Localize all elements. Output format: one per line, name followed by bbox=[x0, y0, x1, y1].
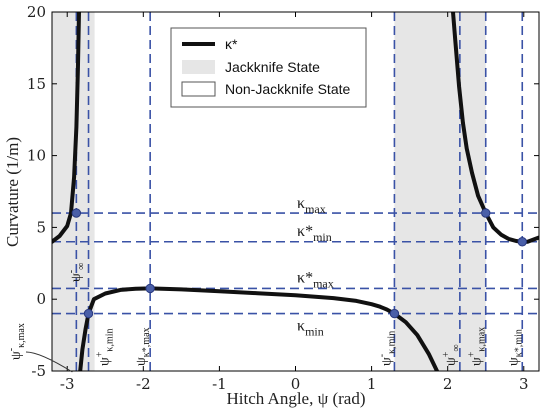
label-psi-kappa-star-max: ψκ*,max bbox=[134, 327, 152, 366]
label-psi-minus-kappa-min: ψ-κ,min bbox=[376, 331, 397, 366]
label-psi-minus-kappa-max-sup: - bbox=[6, 348, 17, 351]
label-psi-kappa-star-min: ψκ*,min bbox=[506, 329, 524, 366]
label-psi-kappa-star-min-sub: κ*,min bbox=[513, 329, 524, 357]
label-kappa-min: κmin bbox=[297, 318, 324, 339]
label-psi-kappa-star-max-sub: κ*,max bbox=[141, 327, 152, 357]
label-kappa-star-max: κ*max bbox=[297, 269, 334, 290]
marked-points bbox=[71, 208, 527, 319]
label-psi-minus-kappa-max: ψ-κ,max bbox=[6, 323, 27, 360]
marked-point-1 bbox=[71, 208, 82, 218]
label-psi-kappa-star-max-symbol: ψ bbox=[134, 357, 149, 366]
marked-point-6 bbox=[517, 237, 527, 247]
label-psi-plus-kappa-min-sup: + bbox=[95, 351, 106, 357]
label-psi-plus-kappa-min: ψ+κ,min bbox=[95, 328, 116, 366]
x-tick-label: 1 bbox=[367, 375, 377, 393]
legend-label-2: Jackknife State bbox=[225, 59, 320, 75]
x-tick-label: 3 bbox=[519, 375, 529, 393]
label-psi-plus-kappa-min-symbol: ψ bbox=[98, 357, 113, 366]
kappa-star-segment-1 bbox=[52, 12, 81, 244]
marked-point-4 bbox=[389, 308, 400, 319]
y-tick-label: 0 bbox=[36, 290, 46, 308]
legend-label-3: Non-Jackknife State bbox=[225, 81, 350, 97]
y-tick-label: 5 bbox=[36, 218, 46, 236]
label-psi-plus-kappa-max-symbol: ψ bbox=[470, 357, 485, 366]
label-psi-plus-kappa-min-sub: κ,min bbox=[105, 328, 116, 351]
jackknife-region-2 bbox=[394, 12, 486, 371]
label-kappa-max-symbol: κ bbox=[297, 195, 305, 212]
x-axis-label: Hitch Angle, ψ (rad) bbox=[226, 389, 365, 408]
label-psi-minus-infinity-sup: - bbox=[66, 270, 77, 273]
pointer-line bbox=[25, 351, 73, 373]
label-psi-plus-infinity-sup: + bbox=[441, 351, 452, 357]
y-tick-label: -5 bbox=[31, 362, 46, 380]
label-psi-plus-kappa-max-sup: + bbox=[467, 351, 478, 357]
label-psi-plus-kappa-max: ψ+κ,max bbox=[467, 327, 488, 366]
x-tick-label: -1 bbox=[212, 375, 227, 393]
annotations: κmaxκ*minκ*maxκminψ-κ,maxψ+κ,minψκ*,maxψ… bbox=[6, 195, 524, 373]
axis-ticks: -3 -2 -1 0 1 2 3 -5 0 5 10 15 20 bbox=[27, 3, 539, 393]
label-psi-plus-infinity-sub: ∞ bbox=[451, 344, 462, 351]
kappa-star-segment-2 bbox=[78, 286, 439, 371]
y-tick-label: 15 bbox=[27, 75, 46, 93]
label-kappa-star-min: κ*min bbox=[297, 223, 332, 244]
label-psi-plus-kappa-max-sub: κ,max bbox=[477, 327, 488, 352]
label-psi-minus-kappa-min-sup: - bbox=[376, 354, 387, 357]
label-psi-minus-infinity-symbol: ψ bbox=[69, 273, 84, 282]
legend-label-1: κ* bbox=[225, 36, 238, 52]
x-tick-label: -2 bbox=[136, 375, 151, 393]
y-tick-label: 20 bbox=[27, 3, 46, 21]
label-psi-plus-infinity: ψ+∞ bbox=[441, 344, 462, 366]
label-kappa-star-max-sub: max bbox=[313, 276, 334, 290]
label-kappa-star-max-symbol: κ* bbox=[297, 269, 313, 286]
legend: κ* Jackknife State Non-Jackknife State bbox=[170, 27, 367, 108]
marked-point-2 bbox=[83, 308, 94, 319]
label-psi-minus-kappa-min-symbol: ψ bbox=[379, 357, 394, 366]
y-axis-label: Curvature (1/m) bbox=[3, 137, 22, 247]
label-psi-plus-infinity-symbol: ψ bbox=[444, 357, 459, 366]
label-kappa-max-sub: max bbox=[305, 202, 326, 216]
legend-non-jackknife-swatch bbox=[181, 81, 216, 97]
x-tick-label: 2 bbox=[443, 375, 453, 393]
label-psi-minus-kappa-max-symbol: ψ bbox=[9, 351, 24, 360]
label-kappa-min-sub: min bbox=[305, 325, 324, 339]
x-tick-label: 0 bbox=[291, 375, 301, 393]
label-kappa-star-min-symbol: κ* bbox=[297, 223, 313, 240]
label-kappa-max: κmax bbox=[297, 195, 326, 216]
label-psi-minus-kappa-min-sub: κ,min bbox=[386, 331, 397, 354]
label-psi-minus-kappa-max-sub: κ,max bbox=[16, 323, 27, 348]
marked-point-5 bbox=[481, 208, 491, 218]
marked-point-3 bbox=[145, 283, 155, 294]
x-tick-label: -3 bbox=[60, 375, 75, 393]
label-psi-kappa-star-min-symbol: ψ bbox=[506, 357, 521, 366]
label-psi-minus-infinity-sub: ∞ bbox=[76, 263, 87, 270]
label-psi-minus-infinity: ψ-∞ bbox=[66, 263, 87, 282]
legend-jackknife-swatch bbox=[182, 60, 215, 74]
label-kappa-min-symbol: κ bbox=[297, 318, 305, 335]
y-tick-label: 10 bbox=[27, 147, 46, 165]
label-kappa-star-min-sub: min bbox=[313, 230, 332, 244]
